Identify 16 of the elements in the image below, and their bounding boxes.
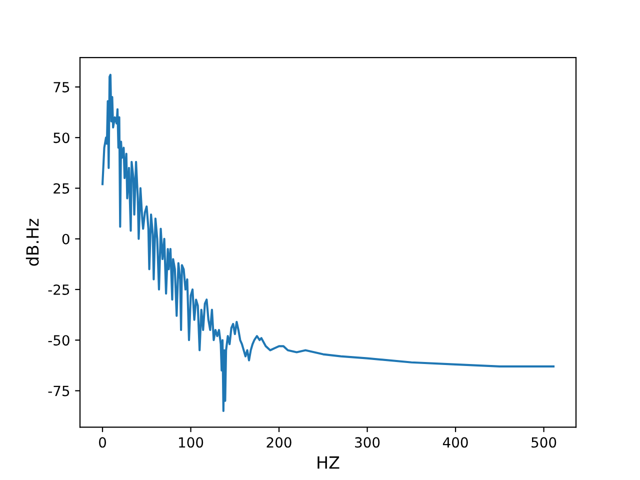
x-tick-label: 0 xyxy=(99,437,106,448)
y-tick-label: -50 xyxy=(48,335,70,346)
x-tick-label: 400 xyxy=(442,437,468,448)
y-tick-label: 0 xyxy=(62,234,70,244)
x-tick-label: 500 xyxy=(532,437,556,448)
y-tick-label: 50 xyxy=(54,132,70,144)
y-tick-label: -25 xyxy=(48,284,70,295)
x-tick-label: 200 xyxy=(266,437,292,448)
y-tick-label: 75 xyxy=(54,82,70,92)
x-tick-label: 100 xyxy=(179,437,204,448)
y-tick-label: -75 xyxy=(48,386,70,396)
x-tick-label: 300 xyxy=(355,437,380,448)
y-axis-title: dB.Hz xyxy=(26,218,39,266)
x-axis-title: HZ xyxy=(318,456,340,469)
line-series xyxy=(101,74,555,412)
y-tick-label: 25 xyxy=(54,183,70,194)
